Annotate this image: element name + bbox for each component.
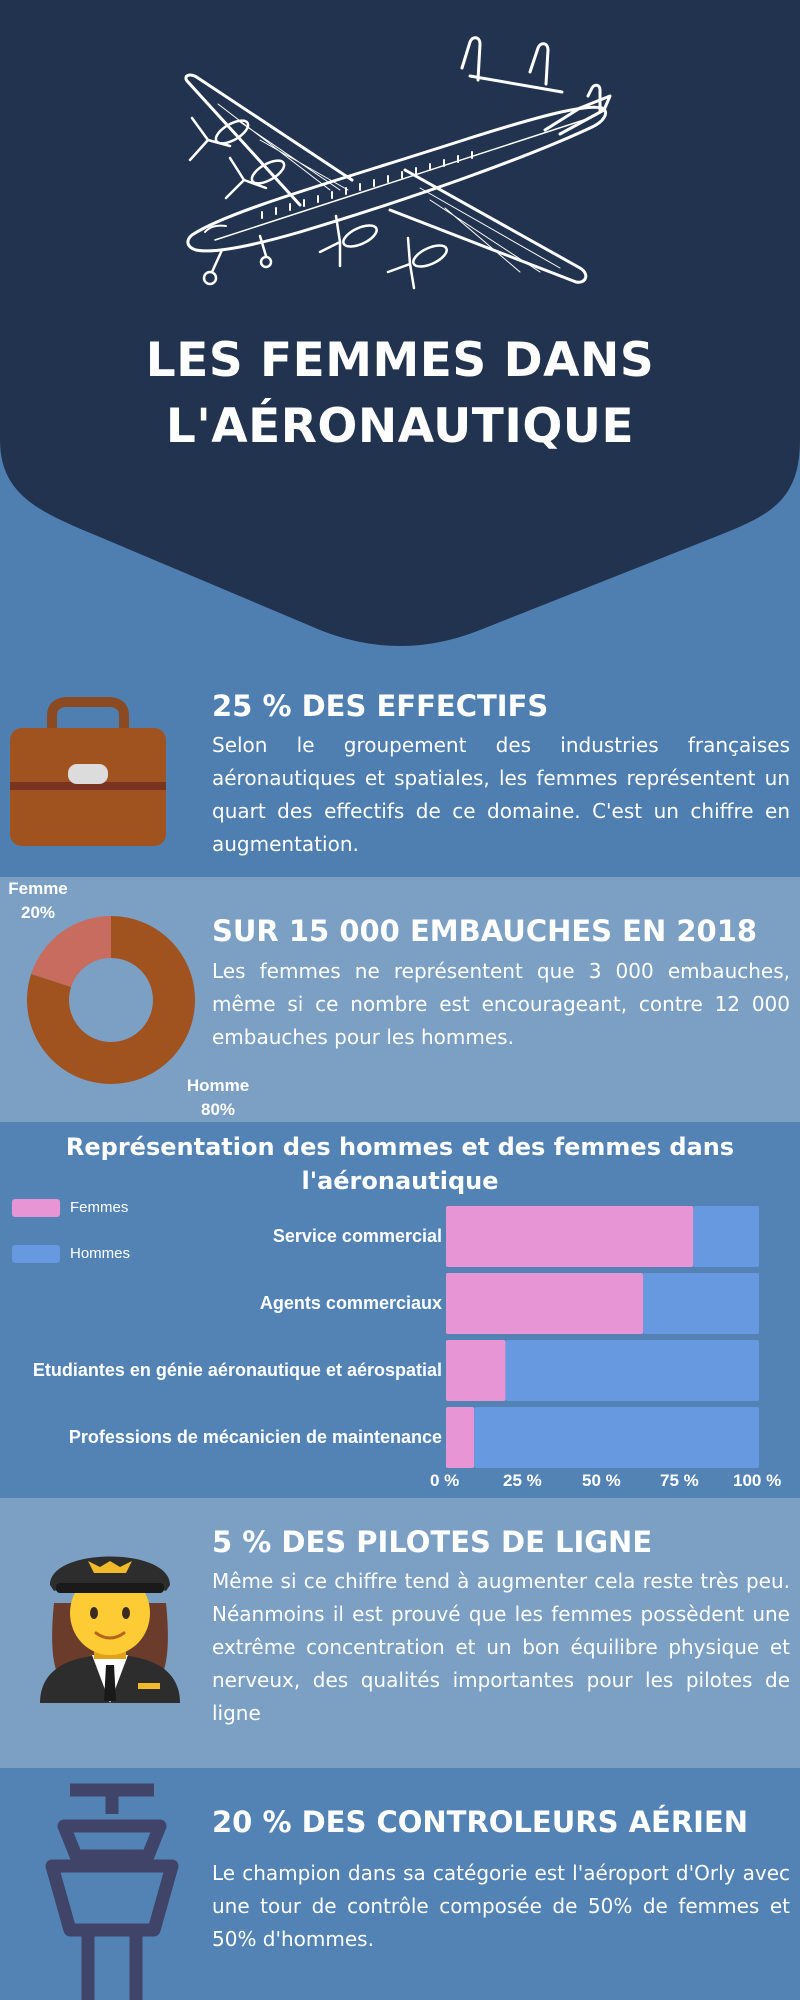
pie-slice-femme <box>31 916 111 988</box>
pilotes-heading: 5 % DES PILOTES DE LIGNE <box>212 1525 653 1559</box>
bar-service-commercial-hommes <box>693 1206 759 1267</box>
legend-label-hommes: Hommes <box>70 1245 131 1262</box>
category-label-mecaniciens: Professions de mécanicien de maintenance <box>68 1427 442 1447</box>
bar-chart-title: Représentation des hommes et des femmes … <box>0 1130 800 1198</box>
x-tick-100: 100 % <box>733 1471 782 1490</box>
category-label-etudiantes: Etudiantes en génie aéronautique et aéro… <box>32 1360 442 1380</box>
effectifs-text: Selon le groupement des industries franç… <box>212 733 790 856</box>
hero-banner <box>0 0 800 646</box>
page-title-line-1: LES FEMMES DANS <box>145 333 655 388</box>
category-label-agents-commerciaux: Agents commerciaux <box>259 1293 442 1313</box>
bar-mecaniciens-hommes <box>474 1407 759 1468</box>
bar-chart-title-line-1: Représentation des hommes et des femmes … <box>65 1133 735 1161</box>
donut-chart <box>26 916 195 1084</box>
pie-label-femme-name: Femme <box>8 879 68 898</box>
controleurs-text: Le champion dans sa catégorie est l'aéro… <box>212 1861 790 1951</box>
bar-service-commercial-femmes <box>446 1206 694 1267</box>
hero-background <box>0 0 800 646</box>
section-embauches: Femme 20% Homme 80% SUR 15 000 EMBAUCHES… <box>0 877 800 1122</box>
pie-slice-homme <box>26 916 195 1084</box>
pilotes-text: Même si ce chiffre tend à augmenter cela… <box>212 1569 790 1725</box>
woman-pilot-icon <box>40 1556 180 1703</box>
embauches-heading: SUR 15 000 EMBAUCHES EN 2018 <box>212 914 758 948</box>
x-tick-0: 0 % <box>430 1471 460 1490</box>
effectifs-heading: 25 % DES EFFECTIFS <box>212 689 549 723</box>
page-title: LES FEMMES DANS L'AÉRONAUTIQUE <box>0 328 800 460</box>
pie-label-femme: Femme 20% <box>2 877 74 925</box>
section-effectifs: 25 % DES EFFECTIFS Selon le groupement d… <box>0 680 800 877</box>
category-label-service-commercial: Service commercial <box>272 1226 442 1246</box>
bar-agents-commerciaux-hommes <box>643 1273 759 1334</box>
bar-etudiantes-hommes <box>505 1340 759 1401</box>
briefcase-icon <box>10 697 166 846</box>
pie-label-homme-value: 80% <box>200 1100 236 1119</box>
x-tick-25: 25 % <box>503 1471 542 1490</box>
pie-label-homme: Homme 80% <box>178 1074 258 1122</box>
embauches-text: Les femmes ne représentent que 3 000 emb… <box>212 959 790 1049</box>
section-pilotes: 5 % DES PILOTES DE LIGNE Même si ce chif… <box>0 1498 800 1768</box>
airplane-icon <box>184 36 612 290</box>
stacked-bar-chart <box>446 1206 759 1468</box>
bar-etudiantes-femmes <box>446 1340 506 1401</box>
x-tick-50: 50 % <box>582 1471 621 1490</box>
controleurs-heading: 20 % DES CONTROLEURS AÉRIEN <box>212 1805 749 1839</box>
section-controleurs: 20 % DES CONTROLEURS AÉRIEN Le champion … <box>0 1768 800 2000</box>
x-tick-75: 75 % <box>660 1471 699 1490</box>
page-title-line-2: L'AÉRONAUTIQUE <box>165 399 635 454</box>
legend-swatch-hommes <box>12 1245 60 1263</box>
control-tower-icon <box>45 1783 179 2000</box>
legend-swatch-femmes <box>12 1199 60 1217</box>
bar-mecaniciens-femmes <box>446 1407 475 1468</box>
pie-label-homme-name: Homme <box>186 1076 250 1095</box>
pie-label-femme-value: 20% <box>20 903 56 922</box>
bar-chart-title-line-2: l'aéronautique <box>301 1167 499 1195</box>
legend-label-femmes: Femmes <box>70 1199 129 1216</box>
bar-agents-commerciaux-femmes <box>446 1273 644 1334</box>
